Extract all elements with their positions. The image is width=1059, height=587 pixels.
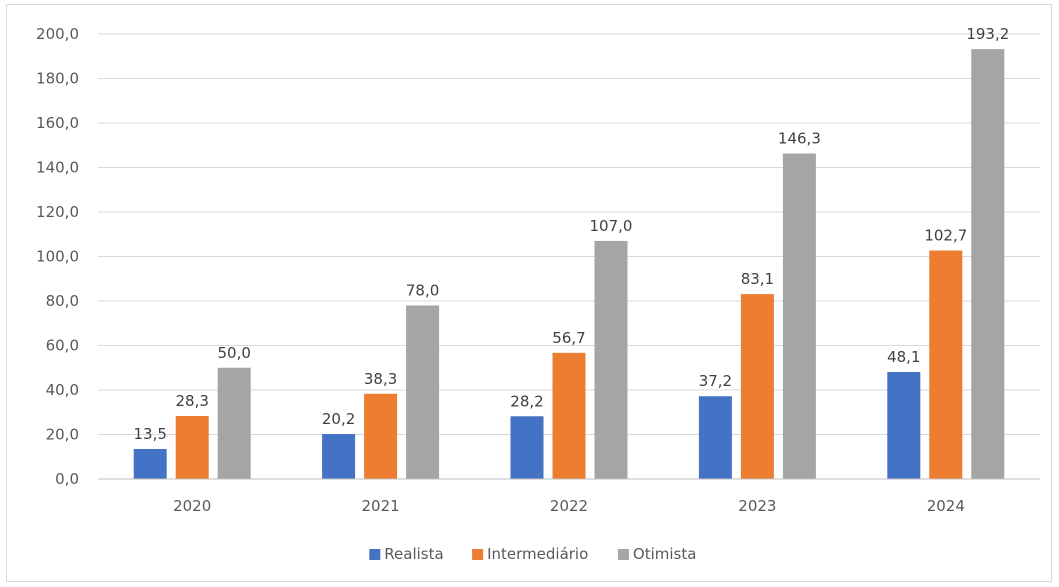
bar-chart: 13,5 28,3 50,0 20,2 38,3 78,0 28,2 56,7 107,0 37,…: [36, 25, 1040, 563]
legend-label: Otimista: [633, 545, 697, 563]
data-label: 50,0: [217, 344, 250, 362]
data-label: 107,0: [590, 217, 633, 235]
bar-otimista-2024: [971, 49, 1005, 479]
data-label: 28,3: [175, 392, 208, 410]
bar-otimista-2022: [594, 240, 628, 479]
bars: [133, 49, 1005, 480]
y-tick-label: 200,0: [36, 25, 79, 43]
y-tick-label: 60,0: [46, 337, 79, 355]
data-label: 83,1: [741, 270, 774, 288]
bar-realista-2023: [698, 396, 732, 479]
data-label: 48,1: [887, 348, 920, 366]
data-label: 146,3: [778, 129, 821, 147]
data-label: 28,2: [510, 392, 543, 410]
legend: Realista Intermediário Otimista: [369, 545, 696, 563]
x-tick-label: 2023: [738, 497, 776, 515]
legend-label: Intermediário: [487, 545, 588, 563]
bar-intermedirio-2022: [552, 352, 586, 479]
y-tick-label: 160,0: [36, 114, 79, 132]
axes: 0,0 20,0 40,0 60,0 80,0 100,0 120,0 140,0 160,0 1…: [36, 25, 1040, 515]
data-label: 13,5: [133, 425, 166, 443]
data-label: 102,7: [924, 226, 967, 244]
y-tick-label: 0,0: [55, 470, 79, 488]
x-tick-label: 2022: [550, 497, 588, 515]
y-tick-label: 40,0: [46, 381, 79, 399]
bar-intermedirio-2023: [740, 294, 774, 479]
bar-realista-2024: [887, 371, 921, 479]
chart-frame: 13,5 28,3 50,0 20,2 38,3 78,0 28,2 56,7 107,0 37,…: [6, 4, 1052, 582]
bar-intermedirio-2020: [175, 416, 209, 479]
legend-swatch: [472, 549, 484, 560]
bar-otimista-2021: [406, 305, 440, 479]
legend-label: Realista: [384, 545, 443, 563]
data-label: 38,3: [364, 370, 397, 388]
data-label: 56,7: [552, 329, 585, 347]
y-tick-label: 20,0: [46, 426, 79, 444]
bar-intermedirio-2024: [929, 250, 963, 479]
data-label: 78,0: [406, 281, 439, 299]
y-tick-label: 140,0: [36, 159, 79, 177]
bar-realista-2022: [510, 416, 544, 479]
data-labels: 13,5 28,3 50,0 20,2 38,3 78,0 28,2 56,7 107,0 37,…: [133, 25, 1009, 443]
data-label: 37,2: [699, 372, 732, 390]
data-label: 193,2: [966, 25, 1009, 43]
y-tick-label: 100,0: [36, 248, 79, 266]
bar-otimista-2023: [782, 153, 816, 480]
legend-swatch: [369, 549, 381, 560]
x-tick-label: 2020: [173, 497, 211, 515]
y-tick-label: 120,0: [36, 203, 79, 221]
gridlines: [98, 33, 1040, 435]
y-tick-label: 80,0: [46, 292, 79, 310]
bar-otimista-2020: [217, 367, 251, 479]
x-tick-label: 2024: [927, 497, 965, 515]
legend-swatch: [617, 549, 629, 560]
bar-realista-2021: [322, 434, 356, 479]
data-label: 20,2: [322, 410, 355, 428]
bar-intermedirio-2021: [364, 393, 398, 479]
bar-realista-2020: [133, 448, 167, 479]
y-tick-label: 180,0: [36, 70, 79, 88]
x-tick-label: 2021: [362, 497, 400, 515]
